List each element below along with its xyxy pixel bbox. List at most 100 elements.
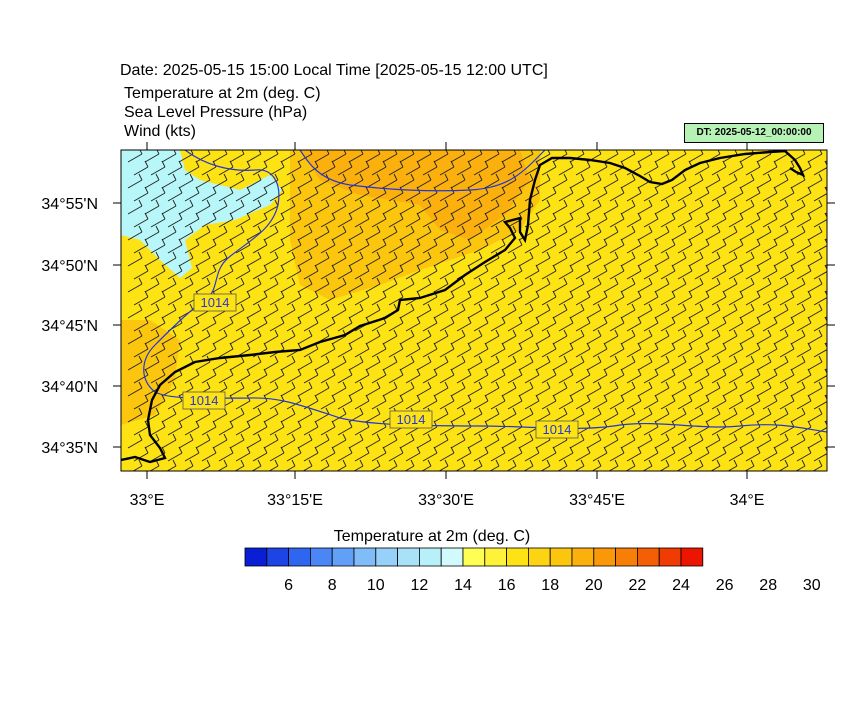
wind-barb — [167, 290, 183, 306]
wind-barb — [433, 225, 449, 241]
wind-barb — [490, 186, 506, 202]
wind-barb — [778, 459, 789, 471]
wind-barb — [671, 199, 687, 215]
wind-barb — [552, 355, 568, 371]
wind-barb — [643, 160, 659, 176]
wind-barb — [524, 290, 540, 306]
svg-text:1014: 1014 — [397, 412, 426, 427]
wind-barb — [694, 186, 710, 202]
wind-barb — [280, 381, 296, 397]
wind-barb — [541, 160, 557, 176]
wind-barb — [569, 173, 585, 189]
wind-barb — [569, 381, 585, 397]
wind-barb — [575, 212, 591, 228]
wind-barb — [405, 264, 421, 280]
wind-barb — [416, 329, 432, 345]
lat-tick-label: 34°55'N — [41, 196, 98, 213]
wind-barb — [399, 433, 415, 449]
wind-barb — [161, 329, 177, 345]
wind-barb — [501, 251, 517, 267]
wind-barb — [133, 420, 149, 436]
colorbar-swatch — [637, 547, 660, 567]
wind-barb — [745, 290, 761, 306]
wind-barb — [133, 316, 149, 332]
wind-barb — [762, 212, 778, 228]
field-label-temperature: Temperature at 2m (deg. C) — [124, 85, 321, 102]
wind-barb — [336, 459, 347, 471]
wind-barb — [314, 225, 330, 241]
wind-barb — [246, 173, 262, 189]
wind-barb — [705, 303, 721, 319]
wind-barb — [433, 355, 449, 371]
wind-barb — [388, 238, 404, 254]
wind-barb — [643, 290, 659, 306]
wind-barb — [779, 290, 795, 306]
wind-barb — [603, 433, 619, 449]
wind-barb — [348, 173, 364, 189]
wind-barb — [252, 368, 268, 384]
wind-barb — [722, 277, 738, 293]
wind-barb — [467, 303, 483, 319]
wind-barb — [484, 433, 500, 449]
wind-barb — [524, 342, 540, 358]
wind-barb — [524, 368, 540, 384]
wind-barb — [371, 238, 387, 254]
wind-barb — [150, 264, 166, 280]
wind-barb — [353, 459, 364, 471]
wind-barb — [320, 238, 336, 254]
wind-barb — [790, 355, 806, 371]
wind-barb — [348, 303, 364, 319]
wind-barb — [790, 329, 806, 345]
wind-barb — [637, 251, 653, 267]
wind-barb — [314, 251, 330, 267]
wind-barb — [592, 316, 608, 332]
wind-barb — [535, 381, 551, 397]
wind-barb — [592, 212, 608, 228]
wind-barb — [654, 150, 670, 163]
wind-barb — [184, 160, 200, 176]
wind-barb — [654, 355, 670, 371]
colorbar-swatch — [244, 547, 268, 567]
wind-barb — [739, 199, 755, 215]
wind-barb — [557, 459, 568, 471]
wind-barb — [831, 291, 845, 305]
wind-barb — [484, 355, 500, 371]
wind-barb — [388, 394, 404, 410]
wind-barb — [790, 277, 806, 293]
wind-barb — [779, 368, 795, 384]
wind-barb — [229, 173, 245, 189]
wind-barb — [212, 277, 228, 293]
wind-barb — [144, 150, 160, 163]
wind-barb — [779, 446, 795, 462]
wind-barb — [722, 407, 738, 423]
wind-barb — [660, 264, 676, 280]
wind-barb — [773, 355, 789, 371]
wind-barb — [348, 433, 364, 449]
wind-barb — [739, 251, 755, 267]
wind-barb — [620, 433, 636, 449]
wind-barb — [773, 277, 789, 293]
wind-barb — [773, 199, 789, 215]
wind-barb — [711, 212, 727, 228]
wind-barb — [654, 199, 670, 215]
wind-barb — [422, 446, 438, 462]
wind-barb — [677, 446, 693, 462]
wind-barb — [654, 407, 670, 423]
wind-barb — [127, 433, 143, 449]
wind-barb — [348, 251, 364, 267]
wind-barb — [671, 277, 687, 293]
wind-barb — [331, 433, 347, 449]
wind-barb — [688, 225, 704, 241]
colorbar-swatch — [440, 547, 464, 567]
wind-barb — [416, 225, 432, 241]
wind-barb — [711, 160, 727, 176]
wind-barb — [263, 150, 279, 163]
wind-barb — [439, 212, 455, 228]
wind-barb — [319, 459, 330, 471]
wind-barb — [133, 368, 149, 384]
wind-barb — [575, 342, 591, 358]
wind-barb — [388, 212, 404, 228]
wind-barb — [745, 394, 761, 410]
wind-barb — [745, 342, 761, 358]
wind-barb — [320, 186, 336, 202]
